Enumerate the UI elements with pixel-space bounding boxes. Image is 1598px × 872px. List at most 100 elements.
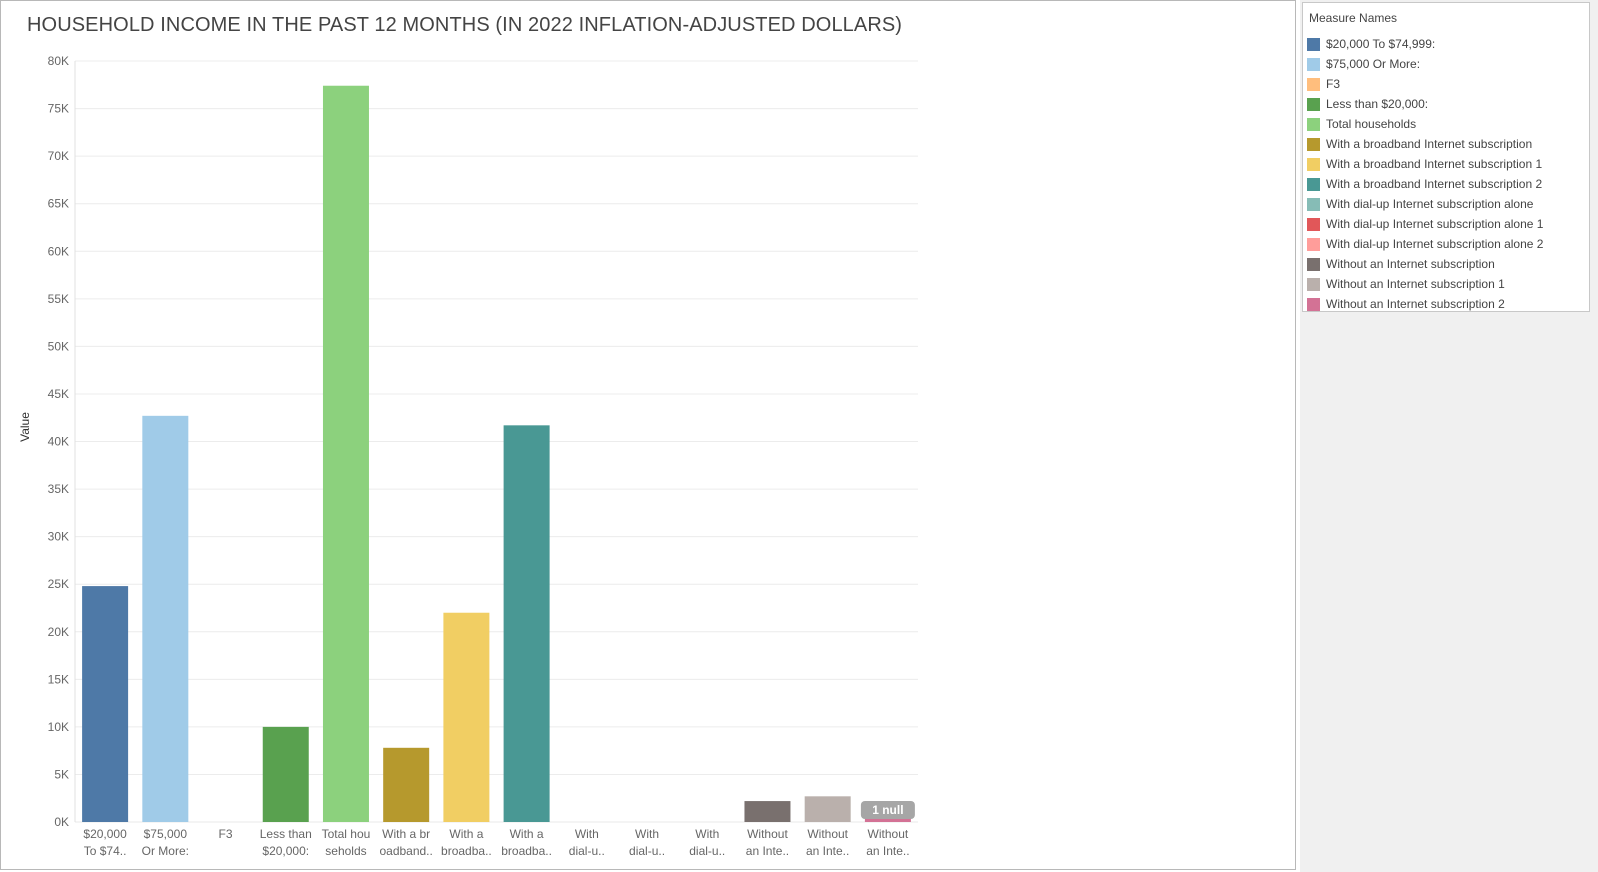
legend-item[interactable]: With a broadband Internet subscription 2 [1307,175,1542,193]
legend-swatch [1307,217,1320,231]
legend-swatch [1307,37,1320,51]
legend-label: With a broadband Internet subscription 2 [1326,177,1543,191]
x-tick-label: $20,000 [83,827,127,841]
x-tick-label: With [575,827,599,841]
legend-swatch [1307,77,1320,91]
x-tick-label: F3 [219,827,233,841]
x-tick-label: With a [510,827,544,841]
legend-swatch [1307,117,1320,131]
bar [82,586,129,822]
x-tick-label: Without [868,827,909,841]
x-tick-label: dial-u.. [689,844,725,858]
x-tick-label: With a [449,827,483,841]
legend-item[interactable]: With dial-up Internet subscription alone [1307,195,1533,213]
legend-swatch [1307,177,1320,191]
legend-label: Without an Internet subscription 2 [1326,297,1505,311]
legend-item[interactable]: With a broadband Internet subscription [1307,135,1532,153]
x-tick-label: Without [807,827,848,841]
x-tick-label: an Inte.. [866,844,909,858]
legend-item[interactable]: Without an Internet subscription 1 [1307,275,1505,293]
y-tick-label: 45K [48,387,69,401]
legend-item[interactable]: $20,000 To $74,999: [1307,35,1435,53]
x-tick-label: an Inte.. [806,844,849,858]
y-tick-label: 5K [54,767,69,781]
legend-item[interactable]: Less than $20,000: [1307,95,1428,113]
legend-label: Without an Internet subscription 1 [1326,277,1505,291]
y-tick-label: 0K [54,815,69,829]
legend-label: With a broadband Internet subscription 1 [1326,157,1543,171]
chart-title: HOUSEHOLD INCOME IN THE PAST 12 MONTHS (… [27,14,903,36]
legend-swatch [1307,97,1320,111]
legend-item[interactable]: F3 [1307,75,1340,93]
y-axis-ticks: 0K 5K 10K 15K 20K 25K 30K 35K 40K 45K 50K 55K 60K 65K… [48,54,69,829]
bars [82,85,911,823]
y-tick-label: 70K [48,149,69,163]
null-badge [860,801,915,819]
x-tick-label: dial-u.. [629,844,665,858]
bar [804,796,851,822]
legend-item[interactable]: $75,000 Or More: [1307,55,1420,73]
bar-chart: 0K 5K 10K 15K 20K 25K 30K 35K 40K 45K 50K 55K 60K 65K… [18,54,918,858]
legend-label: Without an Internet subscription [1326,257,1495,271]
y-tick-label: 20K [48,625,69,639]
legend-swatch [1307,297,1320,311]
legend-item[interactable]: Without an Internet subscription 2 [1307,295,1505,313]
chart-frame [0,0,1296,870]
y-tick-label: 30K [48,530,69,544]
x-tick-label: Less than [260,827,312,841]
y-tick-label: 55K [48,292,69,306]
null-indicator-layer: 1 null [860,801,915,819]
legend-label: $75,000 Or More: [1326,57,1421,71]
x-tick-label: an Inte.. [746,844,789,858]
y-tick-label: 35K [48,482,69,496]
x-tick-label: Total hou [322,827,371,841]
null-badge-label: 1 null [872,803,903,817]
legend-item[interactable]: With dial-up Internet subscription alone… [1307,215,1543,233]
y-tick-label: 25K [48,577,69,591]
y-tick-label: 65K [48,197,69,211]
x-tick-label: oadband.. [379,844,432,858]
bar [383,747,430,822]
legend-swatch [1307,257,1320,271]
x-tick-label: broadba.. [501,844,552,858]
legend-label: With a broadband Internet subscription [1326,137,1533,151]
bar [503,425,550,822]
legend-swatch [1307,237,1320,251]
x-tick-label: With a br [382,827,430,841]
y-tick-label: 75K [48,102,69,116]
y-tick-label: 50K [48,339,69,353]
legend-swatch [1307,157,1320,171]
legend-swatch [1307,197,1320,211]
legend-label: With dial-up Internet subscription alone… [1326,237,1544,251]
bar [142,415,189,822]
x-tick-label: dial-u.. [569,844,605,858]
x-axis-ticks: $20,000 To $74.. $75,000 Or More: F3 Less tha… [83,827,909,858]
bar [262,726,309,822]
x-tick-label: To $74.. [84,844,127,858]
y-tick-label: 15K [48,672,69,686]
legend-swatch [1307,277,1320,291]
legend-item[interactable]: Total households [1307,115,1416,133]
legend-swatch [1307,137,1320,151]
y-tick-label: 40K [48,435,69,449]
x-tick-label: Or More: [142,844,189,858]
legend-item[interactable]: With dial-up Internet subscription alone… [1307,235,1543,253]
x-tick-label: With [695,827,719,841]
legend-item[interactable]: Without an Internet subscription [1307,255,1495,273]
x-tick-label: Without [747,827,788,841]
y-tick-label: 60K [48,244,69,258]
x-tick-label: With [635,827,659,841]
legend-label: $20,000 To $74,999: [1326,37,1436,51]
legend-title: Measure Names [1309,11,1398,25]
bar [443,612,490,822]
x-tick-label: seholds [325,844,366,858]
y-axis-label: Value [18,412,32,442]
x-tick-label: $20,000: [262,844,309,858]
x-tick-label: $75,000 [144,827,188,841]
legend: Measure Names $20,000 To $74,999: $75,000… [1302,2,1590,312]
legend-label: Total households [1326,117,1417,131]
legend-item[interactable]: With a broadband Internet subscription 1 [1307,155,1542,173]
bar [322,85,369,823]
x-tick-label: broadba.. [441,844,492,858]
legend-label: With dial-up Internet subscription alone [1326,197,1534,211]
